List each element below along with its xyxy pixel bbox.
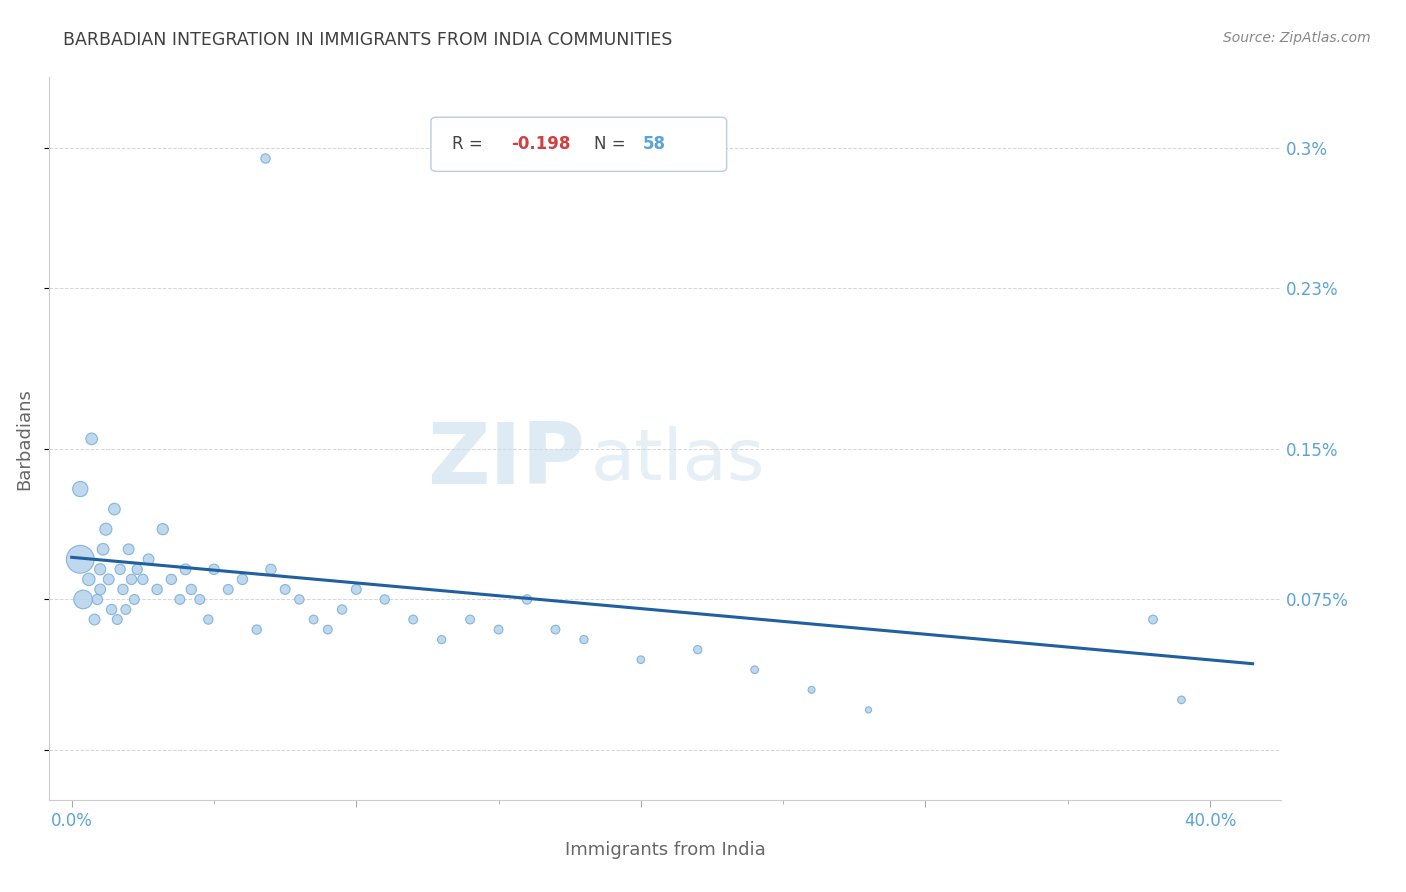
Point <box>197 613 219 627</box>
Point <box>72 592 94 607</box>
Point <box>430 632 453 647</box>
Point <box>127 562 149 576</box>
Point <box>132 573 155 587</box>
Point <box>374 592 396 607</box>
Point <box>152 522 174 536</box>
Point <box>516 592 538 607</box>
Point <box>246 623 269 637</box>
Point <box>254 151 277 165</box>
Point <box>744 663 766 677</box>
Point <box>488 623 510 637</box>
Point <box>114 602 136 616</box>
Point <box>94 522 117 536</box>
Point <box>316 623 339 637</box>
Point <box>124 592 146 607</box>
Point <box>86 592 108 607</box>
Point <box>858 703 880 717</box>
Point <box>1142 613 1164 627</box>
Text: Source: ZipAtlas.com: Source: ZipAtlas.com <box>1223 31 1371 45</box>
Point <box>330 602 353 616</box>
Point <box>121 573 143 587</box>
Point <box>138 552 160 566</box>
Point <box>69 482 91 496</box>
Point <box>83 613 105 627</box>
Text: BARBADIAN INTEGRATION IN IMMIGRANTS FROM INDIA COMMUNITIES: BARBADIAN INTEGRATION IN IMMIGRANTS FROM… <box>63 31 672 49</box>
Point <box>105 613 128 627</box>
Point <box>146 582 169 597</box>
Point <box>544 623 567 637</box>
Point <box>231 573 253 587</box>
FancyBboxPatch shape <box>430 117 727 171</box>
Point <box>302 613 325 627</box>
Point <box>108 562 131 576</box>
X-axis label: Immigrants from India: Immigrants from India <box>565 841 765 859</box>
Point <box>1170 693 1192 707</box>
Point <box>188 592 211 607</box>
Point <box>103 502 125 516</box>
Point <box>111 582 134 597</box>
Point <box>344 582 367 597</box>
Text: N =: N = <box>593 136 630 153</box>
Point <box>202 562 225 576</box>
Point <box>572 632 595 647</box>
Point <box>117 542 139 557</box>
Point <box>89 562 111 576</box>
Point <box>91 542 114 557</box>
Point <box>160 573 183 587</box>
Point <box>260 562 283 576</box>
Point <box>402 613 425 627</box>
Point <box>288 592 311 607</box>
Point <box>217 582 239 597</box>
Text: R =: R = <box>451 136 488 153</box>
Point <box>174 562 197 576</box>
Text: atlas: atlas <box>591 426 765 495</box>
Point <box>458 613 481 627</box>
Point <box>169 592 191 607</box>
Point <box>100 602 122 616</box>
Point <box>69 552 91 566</box>
Y-axis label: Barbadians: Barbadians <box>15 388 32 490</box>
Point <box>89 582 111 597</box>
Point <box>686 642 709 657</box>
Point <box>274 582 297 597</box>
Text: -0.198: -0.198 <box>510 136 571 153</box>
Point <box>630 653 652 667</box>
Point <box>80 432 103 446</box>
Text: 58: 58 <box>643 136 666 153</box>
Point <box>97 573 120 587</box>
Text: ZIP: ZIP <box>427 419 585 502</box>
Point <box>800 682 823 697</box>
Point <box>77 573 100 587</box>
Point <box>180 582 202 597</box>
